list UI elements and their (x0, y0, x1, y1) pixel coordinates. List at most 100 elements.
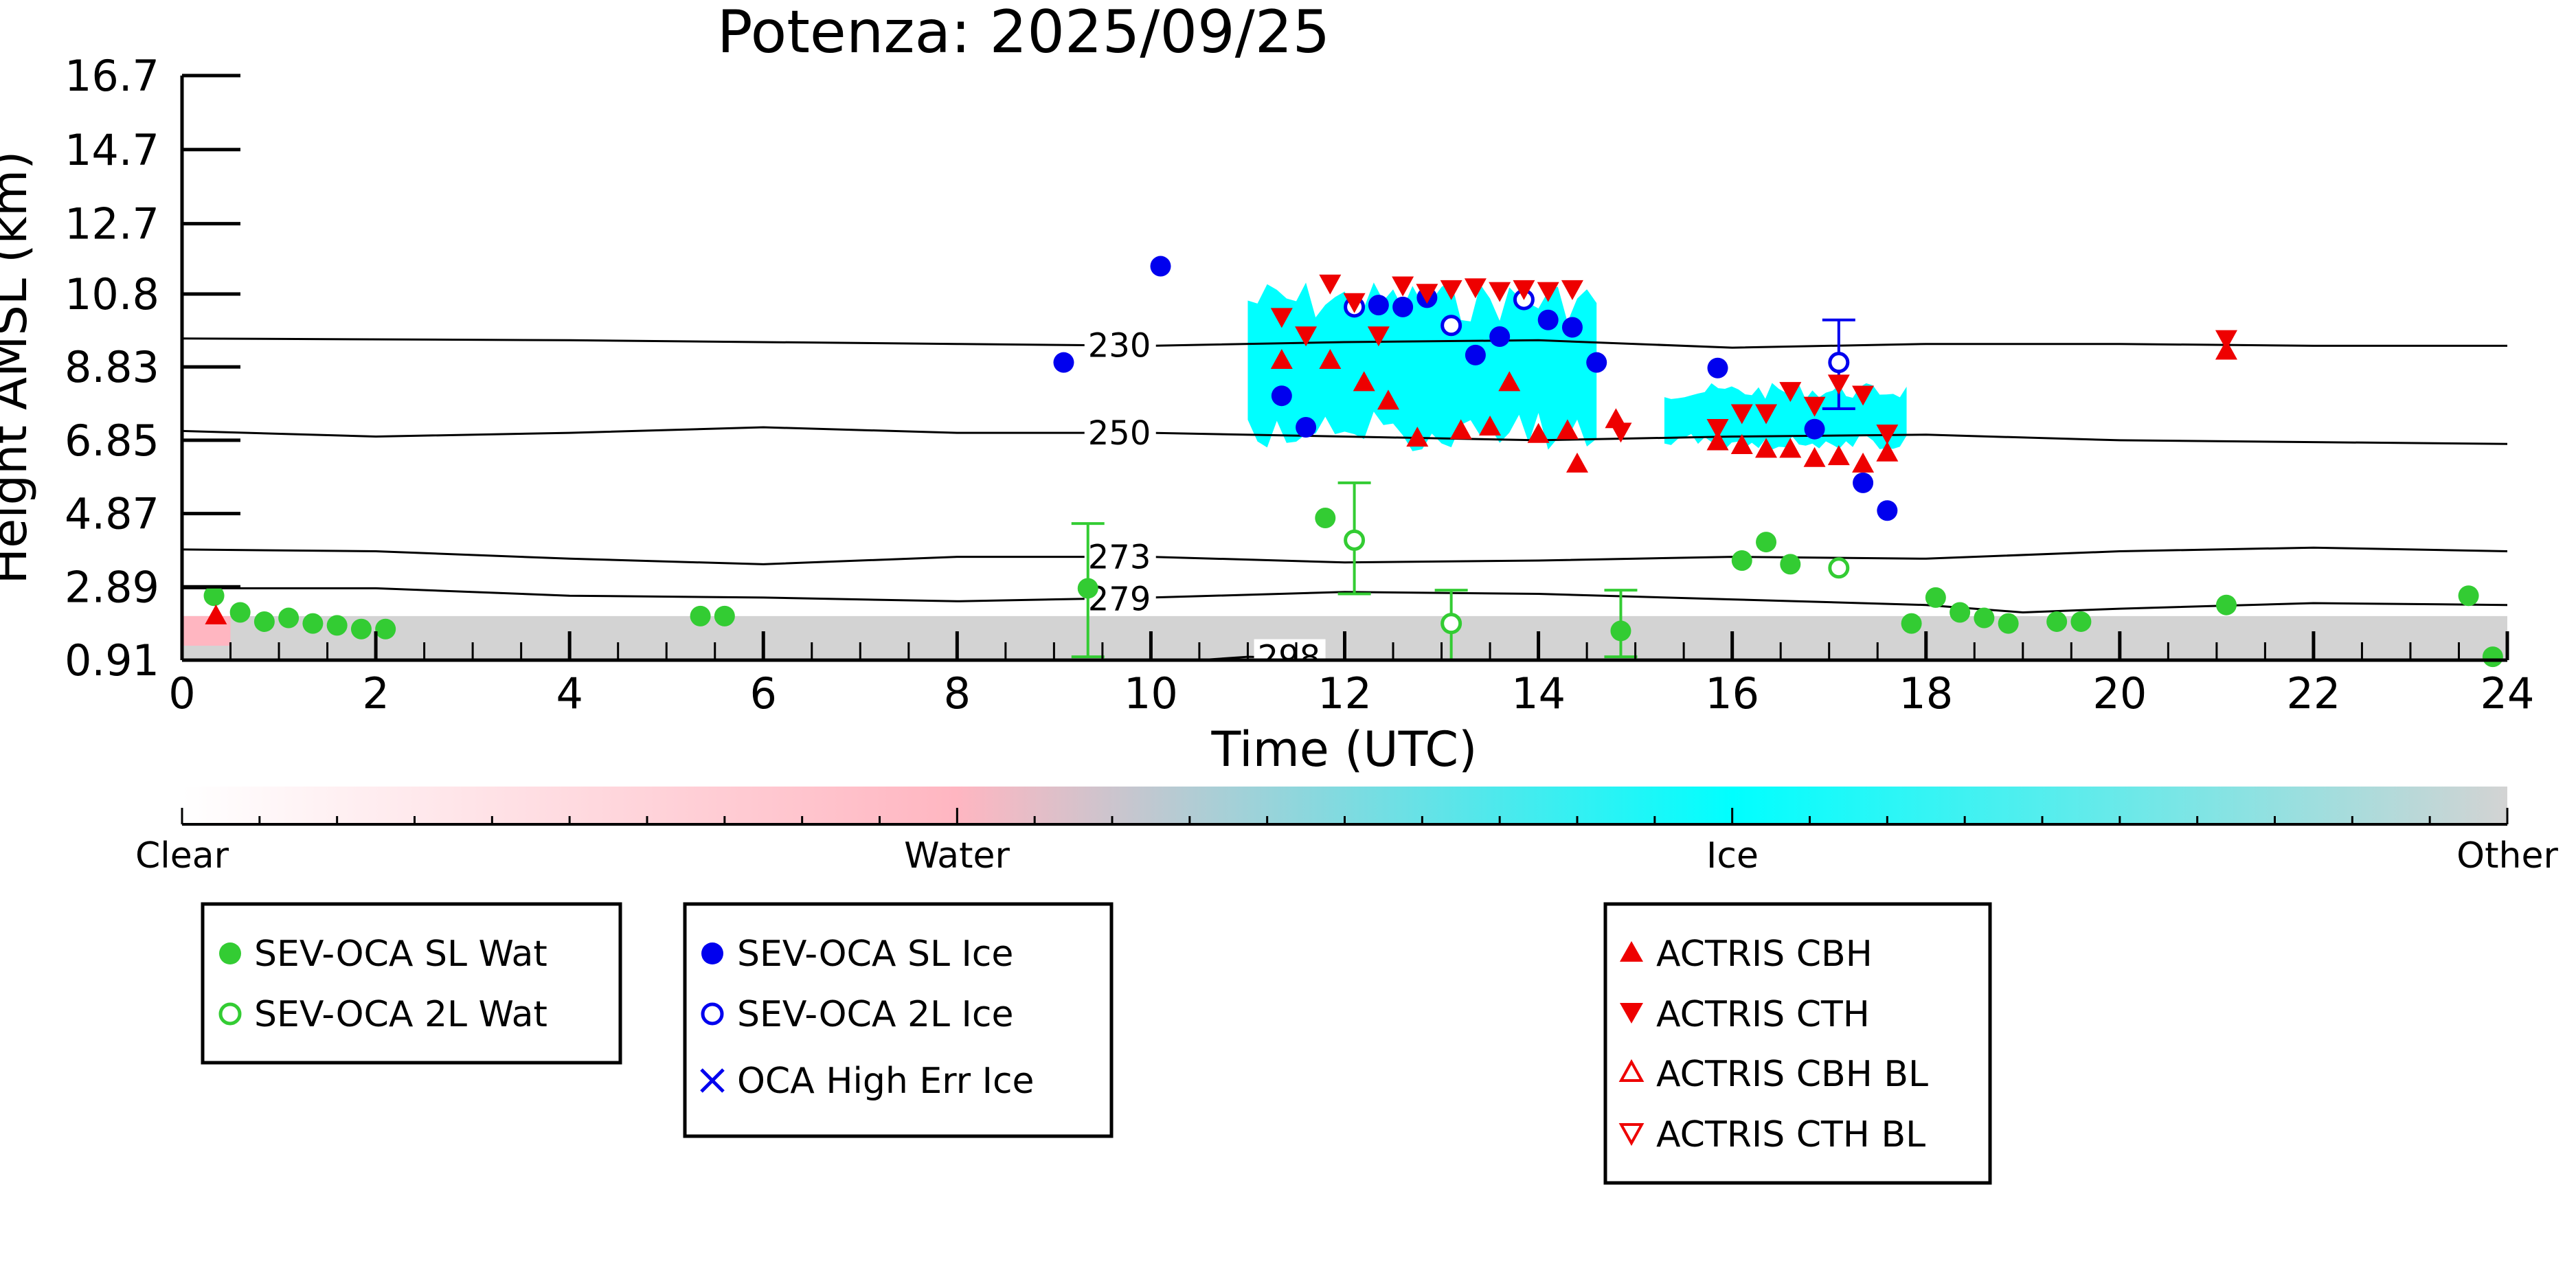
marker-sev-oca-sl-wat (1974, 607, 1995, 629)
marker-actris-cth (1295, 326, 1318, 347)
marker-actris-cbh (1852, 452, 1875, 473)
contour-label-230: 230 (1088, 327, 1151, 365)
x-axis-title: Time (UTC) (1211, 721, 1478, 778)
marker-actris-cbh (1876, 441, 1899, 462)
chart-title: Potenza: 2025/09/25 (717, 0, 1330, 67)
x-tick-label: 6 (750, 668, 777, 719)
y-tick-label: 8.83 (65, 342, 159, 392)
legend-actris: ACTRIS CBH ACTRIS CTH ACTRIS CBH BL ACTR… (1603, 902, 1992, 1185)
y-axis-title: Height AMSL (km) (0, 151, 38, 585)
x-axis-ticks: 0 2 4 6 8 10 12 14 16 18 20 22 24 (168, 631, 2534, 719)
marker-sev-oca-sl-wat (2046, 611, 2068, 632)
x-tick-label: 14 (1511, 668, 1566, 719)
marker-sev-oca-sl-ice (1561, 317, 1583, 338)
marker-actris-cbh (1270, 348, 1293, 369)
legend-marker-2l-wat (218, 1002, 242, 1026)
legend-marker-sl-wat (219, 942, 241, 964)
y-tick-label: 12.7 (65, 199, 159, 249)
marker-actris-cbh (1566, 452, 1588, 473)
x-tick-label: 8 (944, 668, 971, 719)
contour-label-298: 298 (1258, 638, 1321, 677)
contour-label-273: 273 (1088, 539, 1151, 577)
y-tick-label: 10.8 (65, 269, 159, 319)
legend-marker-sl-ice (701, 942, 723, 964)
marker-sev-oca-sl-wat (2070, 611, 2092, 632)
legend-sev-oca-ice: SEV-OCA SL Ice SEV-OCA 2L Ice OCA High E… (683, 902, 1114, 1138)
x-tick-label: 16 (1705, 668, 1759, 719)
ice-cloud-region (1664, 383, 1907, 450)
y-tick-label: 6.85 (65, 416, 159, 466)
legend-marker-2l-ice (701, 1002, 724, 1026)
marker-actris-cbh (1803, 447, 1826, 467)
contour-label-bg (1084, 539, 1156, 574)
legend-label-cbh-bl: ACTRIS CBH BL (1656, 1054, 1928, 1095)
marker-sev-oca-sl-wat (253, 611, 275, 632)
marker-sev-oca-sl-ice (1465, 344, 1486, 365)
marker-actris-cth (1755, 404, 1778, 425)
marker-sev-oca-sl-wat (2458, 585, 2479, 607)
marker-sev-oca-sl-ice (1296, 417, 1317, 438)
marker-actris-cbh (1319, 348, 1342, 369)
plot-background-layer (182, 281, 2507, 660)
marker-sev-oca-sl-wat (350, 618, 372, 640)
legend-label-cbh: ACTRIS CBH (1656, 934, 1873, 975)
marker-actris-cth (1803, 396, 1826, 417)
x-tick-label: 4 (556, 668, 583, 719)
marker-sev-oca-sl-ice (1877, 500, 1898, 521)
marker-sev-oca-sl-wat (2215, 594, 2237, 615)
contour-line-279 (182, 587, 2507, 614)
marker-sev-oca-sl-wat (1998, 613, 2019, 634)
marker-actris-cth (1730, 404, 1753, 425)
x-tick-label: 0 (168, 668, 195, 719)
marker-actris-cth (1464, 278, 1487, 299)
contour-label-bg (1084, 415, 1156, 450)
colorbar-label-other: Other (2456, 835, 2558, 877)
marker-actris-cbh (205, 604, 227, 624)
legend-marker-cth (1620, 1003, 1643, 1024)
legend-marker-high-err-ice (700, 1068, 725, 1093)
marker-actris-cth (1779, 382, 1802, 403)
marker-actris-cth (1561, 280, 1583, 300)
marker-sev-oca-sl-wat (690, 605, 711, 626)
marker-sev-oca-sl-ice (1053, 352, 1074, 373)
marker-actris-cbh (1353, 371, 1375, 392)
y-tick-label: 14.7 (65, 125, 159, 175)
marker-sev-oca-sl-ice (1853, 472, 1874, 493)
legend-label-sl-ice: SEV-OCA SL Ice (737, 934, 1013, 975)
contour-label-bg (1084, 327, 1156, 362)
marker-actris-cbh (1406, 427, 1429, 447)
marker-sev-oca-sl-ice (1586, 352, 1607, 373)
contour-line-273 (182, 546, 2507, 565)
y-tick-label: 2.89 (65, 562, 159, 612)
marker-sev-oca-sl-wat (1925, 587, 1946, 608)
x-tick-label: 22 (2286, 668, 2340, 719)
y-tick-label: 4.87 (65, 489, 159, 539)
marker-actris-cth (1489, 282, 1511, 302)
marker-sev-oca-sl-wat (1315, 508, 1336, 529)
marker-actris-cbh (1730, 433, 1753, 454)
legend-label-2l-wat: SEV-OCA 2L Wat (254, 994, 547, 1035)
marker-actris-cbh (1827, 445, 1850, 466)
contour-line-250 (182, 426, 2507, 445)
marker-actris-cbh (1498, 371, 1521, 392)
marker-sev-oca-2l-wat (1344, 529, 1366, 551)
marker-sev-oca-sl-wat (1901, 613, 1922, 634)
data-markers (203, 256, 2503, 668)
marker-actris-cth (1876, 425, 1899, 445)
marker-sev-oca-2l-ice (1440, 315, 1462, 337)
marker-sev-oca-sl-ice (1150, 256, 1171, 277)
marker-sev-oca-sl-wat (1731, 550, 1752, 572)
marker-actris-cth (2215, 330, 2237, 350)
marker-sev-oca-sl-wat (1756, 532, 1777, 553)
marker-actris-cth (1852, 385, 1875, 406)
y-tick-label: 0.91 (65, 635, 159, 686)
marker-sev-oca-sl-wat (2482, 646, 2503, 668)
x-tick-label: 2 (362, 668, 389, 719)
marker-sev-oca-sl-wat (302, 613, 324, 634)
x-tick-label: 18 (1899, 668, 1953, 719)
marker-sev-oca-sl-ice (1804, 418, 1825, 440)
marker-actris-cbh (1449, 419, 1472, 440)
y-axis-ticks: 0.91 2.89 4.87 6.85 8.83 10.8 12.7 14.7 16.7 (65, 51, 240, 686)
